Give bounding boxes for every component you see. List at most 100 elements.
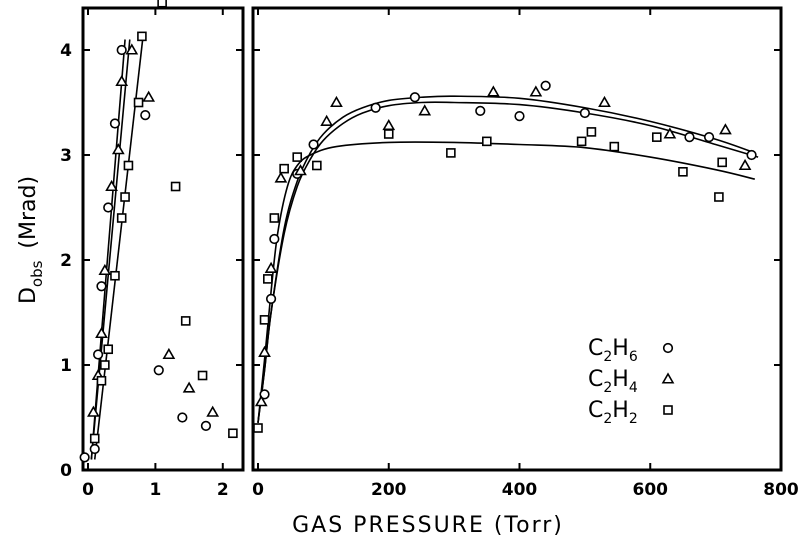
legend-label: C2H2 [588,398,638,427]
y-tick-label: 4 [60,41,72,61]
data-point-c2h2 [137,31,147,42]
data-point-c2h2 [170,181,181,192]
data-point-c2h2 [133,97,144,108]
data-point-c2h4 [111,143,125,155]
data-point-c2h6 [140,109,151,121]
data-point-c2h4 [264,261,278,273]
data-point-c2h6 [79,452,90,463]
data-point-c2h4 [182,381,196,393]
data-point-c2h2 [279,163,289,174]
fit-curve-c2h4 [257,101,759,423]
data-point-c2h6 [746,149,757,161]
data-point-c2h2 [576,136,587,147]
data-point-c2h4 [294,164,307,176]
data-point-c2h2 [383,129,394,139]
right-panel-ticks: 0 200 400 600 800 [252,8,799,500]
data-point-c2h6 [96,281,107,292]
data-point-c2h6 [409,92,421,103]
data-point-c2h4 [105,179,118,192]
data-point-c2h4 [98,263,112,276]
data-point-c2h2 [714,192,724,202]
data-point-c2h6 [93,349,104,360]
data-point-c2h2 [312,160,322,171]
data-point-c2h6 [475,105,486,116]
legend-label: C2H6 [588,336,638,365]
y-axis-ticks: 0 1 2 3 4 [60,41,781,481]
data-point-c2h6 [540,80,551,91]
data-point-c2h4 [382,118,396,131]
data-point-c2h6 [200,420,212,432]
data-point-c2h2 [253,423,263,433]
data-point-c2h6 [579,107,590,119]
data-point-c2h4 [87,405,100,417]
x-axis-title: GAS PRESSURE (Torr) [292,513,564,538]
data-point-c2h4 [719,123,732,135]
data-point-c2h2 [116,213,127,223]
legend-marker-square [663,405,673,415]
legend-marker-circle [662,342,674,354]
data-point-c2h2 [180,316,191,326]
right-x-tick-label: 800 [763,480,799,500]
fit-curve-c2h2 [257,141,756,423]
data-point-c2h2 [609,141,620,152]
data-point-c2h4 [206,405,220,417]
data-point-c2h2 [269,213,280,223]
data-point-c2h2 [651,132,662,142]
data-point-c2h2 [110,270,120,281]
data-point-c2h4 [162,347,176,360]
data-point-c2h6 [684,132,695,143]
data-point-c2h2 [263,274,273,284]
data-point-c2h6 [177,412,188,423]
data-point-c2h6 [703,132,715,143]
data-point-c2h4 [330,95,343,108]
data-point-c2h4 [125,43,139,55]
data-point-c2h2 [259,315,270,325]
data-point-c2h4 [598,95,611,108]
y-axis-title: Dobs(Mrad) [16,176,46,304]
data-point-c2h2 [228,428,238,439]
data-point-c2h6 [109,118,121,129]
data-point-c2h6 [103,202,114,213]
data-point-c2h4 [95,326,108,339]
y-tick-label: 0 [60,461,72,481]
data-point-c2h2 [586,127,597,137]
left-panel-plot [79,0,238,463]
data-point-c2h2 [157,0,167,8]
data-point-c2h2 [292,152,303,162]
right-x-tick-label: 400 [502,480,538,500]
data-point-c2h4 [663,127,677,139]
data-point-c2h4 [274,171,288,183]
left-panel-ticks: 0 1 2 [82,8,229,500]
data-point-c2h2 [482,136,492,147]
data-point-c2h4 [486,85,500,97]
fit-curve-c2h6 [257,95,756,423]
data-point-c2h4 [320,114,334,126]
data-point-c2h4 [738,158,752,171]
data-point-c2h6 [514,111,525,122]
right-x-tick-label: 200 [371,480,407,500]
left-x-tick-label: 0 [82,480,94,500]
fit-line-c2h4 [90,39,131,460]
data-point-c2h2 [103,344,114,355]
data-point-c2h4 [258,345,271,357]
data-point-c2h2 [120,192,130,202]
data-point-c2h6 [265,293,277,304]
data-point-c2h2 [89,433,100,444]
data-point-c2h2 [446,148,456,158]
data-point-c2h6 [269,233,280,245]
data-point-c2h6 [153,365,164,376]
data-point-c2h4 [115,74,129,87]
data-point-c2h4 [418,104,432,116]
legend-label: C2H4 [588,367,638,396]
data-point-c2h4 [254,395,268,407]
data-point-c2h2 [100,360,110,370]
legend-marker-triangle [661,372,675,384]
data-point-c2h6 [116,44,127,56]
y-tick-label: 2 [60,251,72,271]
data-point-c2h6 [370,102,381,113]
left-x-tick-label: 2 [217,480,229,500]
right-x-tick-label: 600 [633,480,669,500]
right-panel-plot [253,80,759,433]
right-x-tick-label: 0 [252,480,264,500]
